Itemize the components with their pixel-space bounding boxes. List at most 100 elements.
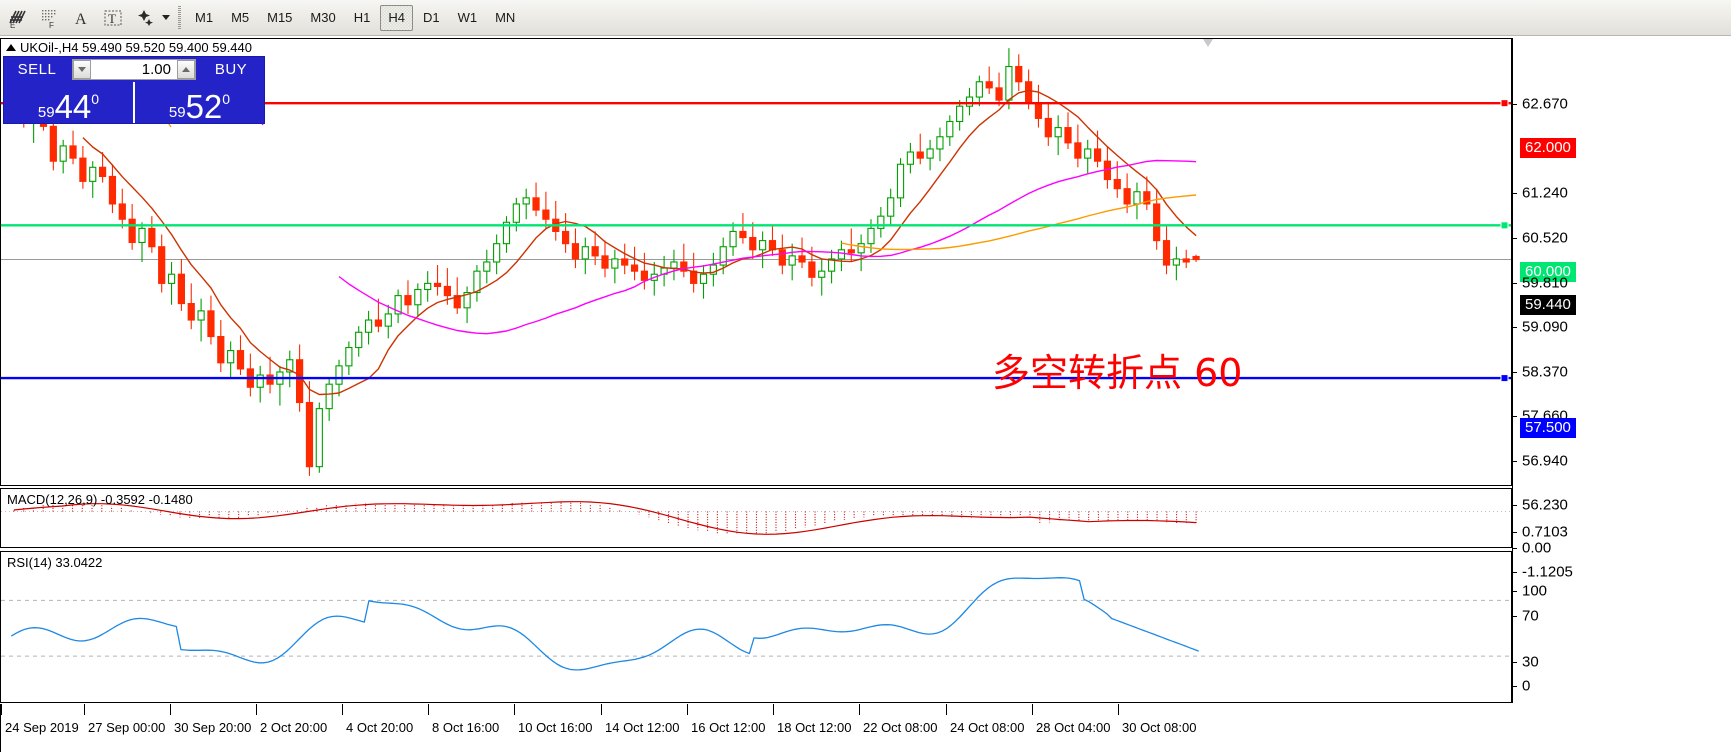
price-level-badge[interactable]: 60.000: [1520, 262, 1576, 282]
text-object-icon[interactable]: T: [98, 3, 128, 33]
timeframe-d1[interactable]: D1: [422, 10, 440, 25]
time-axis-tick: [1, 704, 2, 715]
price-axis-label: 0: [1522, 677, 1531, 695]
chart-annotation-text: 多空转折点 60: [992, 351, 1243, 395]
price-axis-label: 56.230: [1522, 496, 1568, 514]
macd-pane[interactable]: MACD(12,26,9) -0.3592 -0.1480: [0, 488, 1512, 548]
time-axis-label: 8 Oct 16:00: [432, 720, 500, 735]
chevron-down-icon: [161, 15, 170, 20]
indicators-icon[interactable]: F: [34, 3, 64, 33]
timeframe-h4[interactable]: H4: [380, 4, 413, 31]
price-axis-label: 61.240: [1522, 184, 1568, 202]
rsi-pane[interactable]: RSI(14) 33.0422: [0, 551, 1512, 703]
price-axis-tick: [1512, 548, 1517, 549]
text-label-icon[interactable]: A: [66, 3, 96, 33]
buy-price-big: 52: [185, 88, 223, 125]
price-level-badge[interactable]: 59.440: [1520, 295, 1576, 315]
time-axis-tick: [859, 704, 860, 715]
sell-price-sup: 0: [91, 91, 100, 107]
buy-price[interactable]: 59 52 0: [135, 82, 264, 123]
price-axis-tick: [1512, 616, 1517, 617]
timeframe-m15[interactable]: M15: [267, 10, 293, 25]
price-axis-tick: [1512, 327, 1517, 328]
time-axis-label: 30 Oct 08:00: [1122, 720, 1197, 735]
time-axis-label: 24 Oct 08:00: [950, 720, 1025, 735]
price-axis[interactable]: 62.670 62.000 61.240 60.520 60.000 59.810 59.4…: [1512, 38, 1731, 703]
collapse-arrow-icon[interactable]: [6, 44, 16, 51]
time-axis-label: 28 Oct 04:00: [1036, 720, 1111, 735]
time-axis-label: 14 Oct 12:00: [605, 720, 680, 735]
price-axis-label: 60.520: [1522, 229, 1568, 247]
price-axis-tick: [1512, 283, 1517, 284]
rsi-canvas: [1, 577, 1511, 671]
price-axis-label: 0.00: [1522, 539, 1552, 557]
price-axis-tick: [1512, 372, 1517, 373]
time-axis-label: 22 Oct 08:00: [863, 720, 938, 735]
price-axis-tick: [1512, 416, 1517, 417]
volume-stepper[interactable]: 1.00: [72, 59, 196, 80]
volume-input[interactable]: 1.00: [91, 60, 177, 79]
timeframe-m30[interactable]: M30: [310, 10, 336, 25]
time-axis: 24 Sep 2019 27 Sep 00:00 30 Sep 20:00 2 Oct…: [0, 704, 1512, 752]
time-axis-tick: [687, 704, 688, 715]
price-axis-tick: [1512, 461, 1517, 462]
volume-decrease-button[interactable]: [73, 60, 91, 79]
timeframe-mn[interactable]: MN: [495, 10, 516, 25]
time-axis-label: 16 Oct 12:00: [691, 720, 766, 735]
volume-increase-button[interactable]: [177, 60, 195, 79]
timeframe-w1[interactable]: W1: [457, 10, 478, 25]
time-axis-label: 27 Sep 00:00: [88, 720, 166, 735]
price-axis-tick: [1512, 591, 1517, 592]
price-level-badge[interactable]: 57.500: [1520, 418, 1576, 438]
time-axis-label: 10 Oct 16:00: [518, 720, 593, 735]
price-axis-label: 56.940: [1522, 452, 1568, 470]
timeframe-m1[interactable]: M1: [195, 10, 214, 25]
rsi-label: RSI(14) 33.0422: [7, 555, 103, 570]
time-axis-label: 30 Sep 20:00: [174, 720, 252, 735]
price-axis-tick: [1512, 104, 1517, 105]
price-axis-label: 70: [1522, 607, 1539, 625]
price-axis-label: 30: [1522, 653, 1539, 671]
time-axis-tick: [1118, 704, 1119, 715]
buy-price-whole: 59: [168, 104, 186, 121]
svg-text:T: T: [108, 11, 116, 26]
time-axis-tick: [946, 704, 947, 715]
time-axis-tick: [1032, 704, 1033, 715]
trade-panel-prices: 59 44 0 59 52 0: [4, 82, 264, 123]
timeframe-m5[interactable]: M5: [231, 10, 250, 25]
price-axis-label: -1.1205: [1522, 563, 1573, 581]
price-axis-tick: [1512, 238, 1517, 239]
objects-icon[interactable]: [130, 3, 160, 33]
time-axis-label: 18 Oct 12:00: [777, 720, 852, 735]
chevron-down-icon: [78, 67, 86, 72]
time-axis-tick: [256, 704, 257, 715]
objects-dropdown-icon[interactable]: [156, 3, 172, 33]
expert-advisor-icon[interactable]: E: [2, 3, 32, 33]
chevron-up-icon: [182, 67, 190, 72]
time-axis-label: 2 Oct 20:00: [260, 720, 328, 735]
chart-toolbar: E F A T: [0, 0, 1731, 36]
chart-area[interactable]: UKOil-,H4 59.490 59.520 59.400 59.440 SE…: [0, 36, 1731, 754]
price-level-badge[interactable]: 62.000: [1520, 138, 1576, 158]
time-axis-label: 4 Oct 20:00: [346, 720, 414, 735]
trade-panel-divider: [133, 82, 135, 123]
time-axis-label: 24 Sep 2019: [5, 720, 79, 735]
time-axis-tick: [84, 704, 85, 715]
price-axis-tick: [1512, 686, 1517, 687]
sell-price[interactable]: 59 44 0: [4, 82, 133, 123]
buy-button[interactable]: BUY: [214, 61, 248, 78]
macd-canvas: [1, 501, 1511, 535]
sell-price-big: 44: [54, 88, 92, 125]
sell-price-whole: 59: [37, 104, 55, 121]
timeframe-h1[interactable]: H1: [353, 10, 371, 25]
price-axis-label: 100: [1522, 582, 1548, 600]
price-axis-tick: [1512, 193, 1517, 194]
time-axis-tick: [773, 704, 774, 715]
one-click-trading-panel[interactable]: SELL 1.00 BUY 59 44 0 59 52 0: [3, 56, 265, 124]
price-axis-tick: [1512, 532, 1517, 533]
trade-panel-top-row: SELL 1.00 BUY: [4, 57, 264, 82]
svg-text:A: A: [75, 11, 87, 28]
macd-label: MACD(12,26,9) -0.3592 -0.1480: [7, 492, 193, 507]
sell-button[interactable]: SELL: [17, 61, 57, 78]
